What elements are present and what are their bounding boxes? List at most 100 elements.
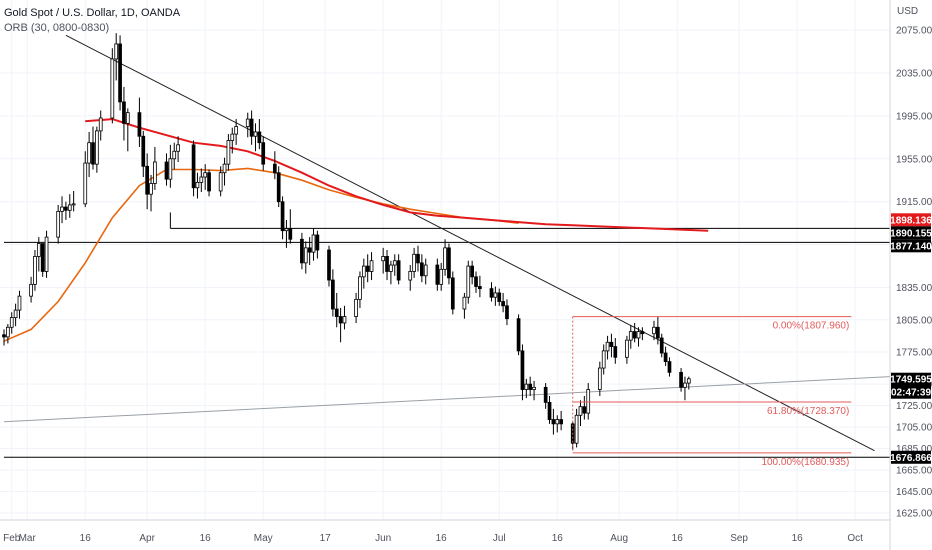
trendline bbox=[65, 34, 875, 452]
drawn-lines bbox=[3, 34, 891, 458]
candle-body bbox=[652, 326, 656, 335]
candle-body bbox=[40, 243, 45, 272]
candle-body bbox=[640, 331, 645, 335]
x-tick-label: 16 bbox=[200, 533, 212, 544]
candle-body bbox=[327, 249, 331, 281]
y-tick-label: 1665.000 bbox=[896, 466, 932, 477]
x-tick-label: Oct bbox=[847, 533, 863, 544]
candle-body bbox=[226, 140, 231, 165]
candle-body bbox=[559, 419, 563, 425]
candle-body bbox=[222, 163, 227, 174]
candle-body bbox=[392, 260, 397, 266]
candle-body bbox=[524, 383, 529, 390]
candle-body bbox=[686, 378, 691, 384]
candle-body bbox=[284, 228, 289, 232]
price-tag-label: 1898.136 bbox=[890, 215, 932, 226]
candle-body bbox=[195, 181, 200, 189]
price-tag-label: 1890.155 bbox=[890, 228, 932, 239]
candle-body bbox=[137, 112, 142, 137]
moving-average-line bbox=[85, 118, 709, 232]
y-tick-label: 1805.000 bbox=[896, 315, 932, 326]
candle-body bbox=[597, 367, 602, 390]
candles bbox=[2, 33, 691, 450]
candle-body bbox=[9, 317, 14, 328]
candle-body bbox=[141, 135, 146, 167]
candle-body bbox=[331, 279, 335, 310]
candle-body bbox=[412, 253, 416, 272]
candle-body bbox=[493, 292, 498, 298]
candle-body bbox=[466, 265, 471, 298]
candle-body bbox=[354, 298, 358, 317]
candle-body bbox=[609, 341, 614, 347]
candle-body bbox=[656, 326, 660, 339]
candle-body bbox=[416, 253, 420, 264]
candle-body bbox=[83, 162, 88, 205]
y-tick-label: 1835.000 bbox=[896, 283, 932, 294]
moving-averages bbox=[3, 118, 709, 342]
candle-body bbox=[361, 265, 366, 278]
price-tag-background bbox=[891, 226, 931, 240]
candle-body bbox=[172, 150, 177, 160]
fib-level-label: 0.00%(1807.960) bbox=[773, 321, 850, 332]
y-tick-label: 1625.000 bbox=[896, 508, 932, 519]
candle-body bbox=[659, 337, 664, 354]
x-tick-label: Aug bbox=[610, 533, 628, 544]
indicator-label[interactable]: ORB (30, 0800-0830) bbox=[4, 22, 110, 34]
candle-body bbox=[71, 203, 76, 206]
candle-body bbox=[381, 256, 386, 262]
candle-body bbox=[87, 142, 91, 164]
candle-body bbox=[683, 382, 687, 388]
x-tick-label: 16 bbox=[80, 533, 92, 544]
candle-body bbox=[389, 264, 393, 272]
y-tick-label: 1705.000 bbox=[896, 423, 932, 434]
candle-body bbox=[369, 260, 374, 272]
candle-body bbox=[365, 265, 370, 272]
candle-body bbox=[501, 301, 505, 307]
candle-body bbox=[218, 172, 223, 192]
candle-body bbox=[547, 401, 552, 420]
candle-body bbox=[234, 126, 238, 135]
candle-body bbox=[338, 316, 343, 324]
grid-lines bbox=[0, 0, 890, 520]
candle-body bbox=[253, 131, 258, 137]
candle-body bbox=[118, 43, 122, 103]
candle-body bbox=[605, 341, 610, 352]
candle-body bbox=[207, 172, 211, 192]
x-tick-label: 16 bbox=[552, 533, 564, 544]
x-tick-label: May bbox=[254, 533, 273, 544]
candle-body bbox=[303, 247, 308, 264]
candle-body bbox=[663, 352, 668, 363]
x-tick-label: Mar bbox=[19, 533, 37, 544]
y-tick-label: 1915.000 bbox=[896, 197, 932, 208]
candle-body bbox=[532, 386, 536, 390]
trendline bbox=[3, 376, 891, 423]
fib-level-label: 61.80%(1728.370) bbox=[767, 406, 849, 417]
candle-body bbox=[516, 318, 521, 352]
candle-body bbox=[505, 305, 509, 320]
candle-body bbox=[423, 264, 428, 277]
price-tag-background bbox=[891, 239, 931, 253]
candle-body bbox=[555, 419, 560, 425]
candle-body bbox=[667, 361, 672, 373]
currency-label: USD bbox=[897, 6, 918, 17]
candle-body bbox=[95, 130, 99, 165]
candle-body bbox=[91, 142, 95, 165]
candle-body bbox=[164, 161, 169, 180]
candle-body bbox=[114, 43, 119, 60]
candle-body bbox=[450, 277, 455, 310]
candle-body bbox=[420, 262, 424, 277]
candle-body bbox=[679, 371, 683, 388]
candle-body bbox=[543, 386, 548, 403]
x-tick-label: Sep bbox=[730, 533, 748, 544]
candle-body bbox=[443, 247, 447, 270]
candle-body bbox=[13, 309, 18, 319]
y-tick-label: 2075.000 bbox=[896, 26, 932, 37]
candle-body bbox=[29, 283, 33, 297]
y-tick-label: 1685.000 bbox=[896, 444, 932, 455]
candle-body bbox=[334, 308, 339, 317]
candle-body bbox=[33, 256, 37, 285]
candle-body bbox=[64, 206, 68, 211]
price-tag-label: 1749.595 bbox=[890, 375, 932, 386]
